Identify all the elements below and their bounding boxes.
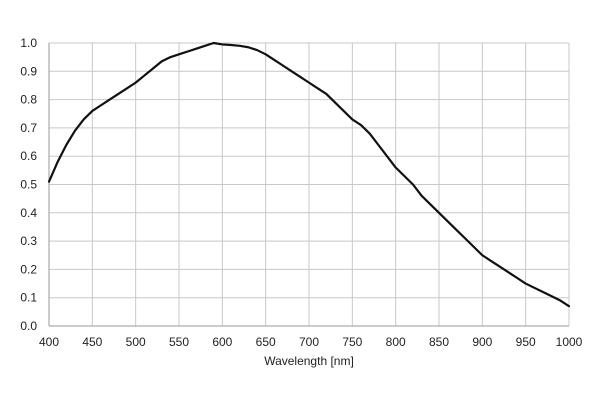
y-tick-label: 0.4 (20, 206, 37, 220)
y-tick-label: 0.0 (20, 319, 37, 333)
x-tick-label: 450 (82, 335, 102, 349)
x-tick-label: 1000 (556, 335, 583, 349)
y-tick-label: 0.2 (20, 262, 37, 276)
x-axis-ticks: 400 450 500 550 600 650 700 750 800 850 900 950 1000 (39, 335, 583, 349)
y-tick-label: 0.6 (20, 149, 37, 163)
x-tick-label: 700 (299, 335, 319, 349)
x-tick-label: 650 (256, 335, 276, 349)
x-tick-label: 900 (472, 335, 492, 349)
y-tick-label: 0.5 (20, 178, 37, 192)
x-tick-label: 500 (126, 335, 146, 349)
y-tick-label: 0.1 (20, 291, 37, 305)
x-tick-label: 800 (386, 335, 406, 349)
plot-frame (48, 43, 569, 327)
x-tick-label: 850 (429, 335, 449, 349)
y-tick-label: 1.0 (20, 36, 37, 50)
y-axis-ticks: 0.0 0.1 0.2 0.3 0.4 0.5 0.6 0.7 0.8 0.9 1.0 (20, 36, 37, 333)
series-line (47, 41, 571, 308)
x-axis-title: Wavelength [nm] (264, 354, 354, 368)
grid (48, 42, 570, 327)
y-tick-label: 0.7 (20, 121, 37, 135)
x-tick-label: 550 (169, 335, 189, 349)
x-tick-label: 600 (212, 335, 232, 349)
x-tick-label: 400 (39, 335, 59, 349)
y-tick-label: 0.8 (20, 93, 37, 107)
y-tick-label: 0.9 (20, 64, 37, 78)
x-tick-label: 950 (516, 335, 536, 349)
x-tick-label: 750 (342, 335, 362, 349)
y-tick-label: 0.3 (20, 234, 37, 248)
series-layer (47, 41, 571, 308)
